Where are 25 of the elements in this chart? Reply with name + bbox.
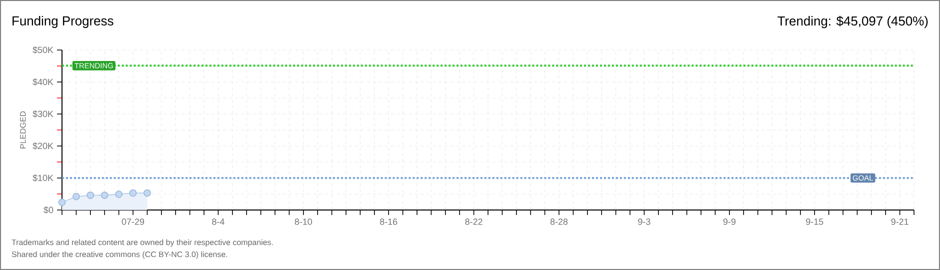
y-tick-label: $40K [32, 78, 54, 86]
chart-subtitle: Trending: $45,097 (450%) [778, 16, 928, 28]
x-tick-label: 8-16 [380, 218, 398, 225]
point [144, 189, 151, 197]
x-tick-label: 9-9 [723, 218, 736, 225]
chart-title: Funding Progress [12, 16, 114, 28]
y-tick-label: $0 [44, 206, 54, 214]
y-tick-label: $20K [32, 142, 54, 150]
point [100, 192, 108, 199]
x-tick-label: 9-3 [638, 218, 650, 225]
x-tick-label: 8-10 [294, 218, 312, 225]
x-tick-label: 8-22 [465, 218, 482, 225]
x-tick-label: 8-4 [212, 218, 224, 225]
y-tick-label: $30K [32, 110, 54, 118]
point [115, 190, 122, 198]
point [86, 192, 94, 199]
point [72, 192, 80, 200]
x-tick-label: 9-21 [891, 218, 908, 225]
y-tick-label: $10K [32, 174, 54, 182]
point [58, 198, 66, 206]
point [129, 189, 137, 197]
x-tick-label: 8-28 [550, 218, 568, 225]
y-tick-label: $50K [32, 46, 54, 54]
x-tick-label: 07-29 [122, 218, 144, 225]
x-tick-label: 9-15 [806, 218, 824, 225]
